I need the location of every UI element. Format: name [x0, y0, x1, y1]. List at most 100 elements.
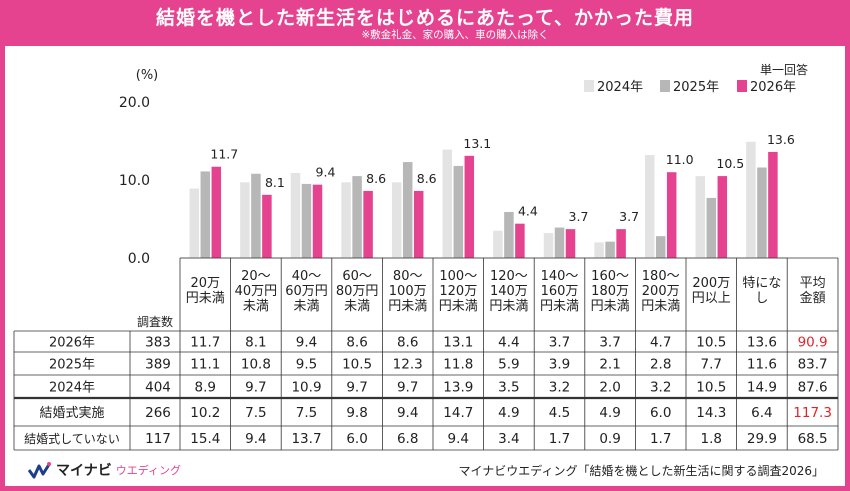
bar-2024年: [644, 155, 655, 258]
cell-value: 4.4: [498, 335, 519, 351]
answer-type-label: 単一回答: [760, 62, 808, 77]
cell-value: 3.2: [549, 380, 570, 396]
cell-value: 10.8: [241, 357, 271, 373]
legend-label: 2025年: [673, 80, 719, 95]
cell-value: 13.9: [443, 380, 473, 396]
bar-2025年: [352, 176, 362, 258]
bar-value-label: 3.7: [569, 209, 589, 224]
bar-2025年: [554, 227, 565, 258]
bar-value-label: 3.7: [619, 209, 639, 224]
cell-value: 4.9: [498, 405, 519, 421]
bar-2026年: [413, 190, 424, 258]
bar-value-label: 11.7: [210, 147, 238, 162]
bar-2026年: [616, 229, 626, 258]
bar-2026年: [666, 172, 677, 258]
cell-value: 7.5: [245, 405, 266, 421]
bar-2024年: [341, 182, 351, 258]
category-label: 未満: [293, 299, 319, 314]
logo-mark-icon: [28, 462, 52, 479]
cell-value: 2.8: [650, 357, 671, 373]
legend-swatch: [660, 80, 670, 92]
cell-value: 6.8: [397, 431, 418, 447]
row-label: 2025年: [49, 358, 95, 373]
legend-label: 2024年: [597, 80, 643, 95]
cell-value: 3.7: [599, 335, 620, 351]
cell-value: 10.5: [696, 380, 726, 396]
bar-2025年: [251, 173, 261, 258]
legend-label: 2026年: [750, 80, 796, 95]
cell-value: 11.6: [747, 357, 777, 373]
bar-2026年: [515, 223, 525, 258]
bar-value-label: 13.1: [463, 136, 491, 151]
cell-value: 8.6: [397, 335, 418, 351]
bar-2026年: [565, 229, 576, 258]
source-note: マイナビウエディング「結婚を機とした新生活に関する調査2026」: [458, 464, 824, 478]
bar-2025年: [655, 236, 666, 258]
chart-subtitle: ※敷金礼金、家の購入、車の購入は除く: [361, 29, 549, 41]
cell-value: 9.7: [346, 380, 367, 396]
cell-value: 9.4: [245, 431, 266, 447]
category-label: 円未満: [489, 299, 528, 314]
cell-value: 6.4: [751, 405, 772, 421]
cell-value: 6.0: [650, 405, 671, 421]
category-label: 円未満: [186, 291, 225, 306]
cell-value: 11.1: [190, 357, 220, 373]
bar-2024年: [746, 141, 756, 258]
cell-value: 9.4: [397, 405, 418, 421]
cell-value: 15.4: [190, 431, 220, 447]
cell-value: 2.0: [599, 380, 620, 396]
bar-2026年: [363, 190, 373, 258]
cell-value: 4.9: [599, 405, 620, 421]
cell-value: 3.7: [549, 335, 570, 351]
cell-value: 13.7: [291, 431, 321, 447]
category-label: 特にな: [742, 276, 781, 291]
y-tick-label: 20.0: [119, 95, 150, 111]
cell-value: 9.5: [296, 357, 317, 373]
category-label: 160～: [591, 269, 629, 284]
row-average: 117.3: [793, 405, 832, 421]
cell-value: 4.5: [549, 405, 570, 421]
category-label: 未満: [243, 299, 269, 314]
category-label: 40～: [292, 269, 322, 284]
cell-value: 1.8: [701, 431, 722, 447]
category-label: 20～: [241, 269, 271, 284]
bar-2025年: [301, 183, 312, 258]
category-label: 80万円: [336, 284, 379, 299]
bar-2024年: [493, 230, 503, 258]
category-label: 円未満: [591, 299, 630, 314]
cell-value: 10.5: [342, 357, 372, 373]
bar-value-label: 8.1: [265, 175, 285, 190]
category-label: 140万: [490, 284, 528, 299]
cell-value: 3.9: [549, 357, 570, 373]
cell-value: 29.9: [747, 431, 777, 447]
cell-value: 9.4: [448, 431, 469, 447]
bar-2024年: [391, 182, 402, 258]
cell-value: 3.2: [650, 380, 671, 396]
bar-2026年: [464, 155, 475, 258]
logo-text-main: マイナビ: [56, 463, 112, 479]
cell-value: 8.6: [346, 335, 367, 351]
bar-value-label: 10.5: [716, 156, 744, 171]
category-label: 100万: [389, 284, 427, 299]
row-label: 2024年: [49, 381, 95, 396]
bar-2025年: [402, 162, 413, 258]
cell-value: 14.3: [696, 405, 726, 421]
category-label: 80～: [393, 269, 423, 284]
cell-value: 14.9: [747, 380, 777, 396]
bar-2026年: [262, 194, 272, 258]
cell-value: 4.7: [650, 335, 671, 351]
category-label: 120～: [490, 269, 528, 284]
bar-value-label: 8.6: [366, 171, 386, 186]
cell-value: 7.7: [701, 357, 722, 373]
category-label: 円未満: [540, 299, 579, 314]
y-tick-label: 10.0: [119, 173, 150, 189]
bar-2025年: [200, 171, 211, 258]
bar-2026年: [211, 166, 222, 258]
cell-value: 9.4: [296, 335, 317, 351]
bar-value-label: 13.6: [767, 132, 795, 147]
bar-value-label: 11.0: [666, 152, 694, 167]
category-label: 20万: [191, 276, 221, 291]
cell-value: 0.9: [599, 431, 620, 447]
cell-value: 1.7: [549, 431, 570, 447]
